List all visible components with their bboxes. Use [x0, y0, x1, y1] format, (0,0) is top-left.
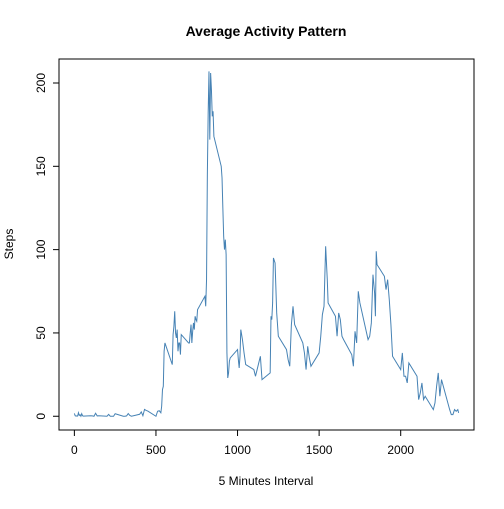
y-axis-label: Steps: [2, 229, 16, 260]
y-tick-label: 100: [34, 239, 48, 259]
y-tick-label: 0: [34, 413, 48, 420]
y-tick-label: 50: [34, 326, 48, 340]
x-tick-label: 1500: [306, 443, 333, 457]
x-tick-label: 1000: [224, 443, 251, 457]
x-tick-label: 500: [146, 443, 166, 457]
x-tick-label: 2000: [387, 443, 414, 457]
y-tick-label: 200: [34, 73, 48, 93]
y-tick-label: 150: [34, 156, 48, 176]
x-tick-label: 0: [71, 443, 78, 457]
x-axis-label: 5 Minutes Interval: [219, 474, 314, 488]
data-line: [73, 71, 460, 418]
chart-title: Average Activity Pattern: [186, 23, 347, 39]
